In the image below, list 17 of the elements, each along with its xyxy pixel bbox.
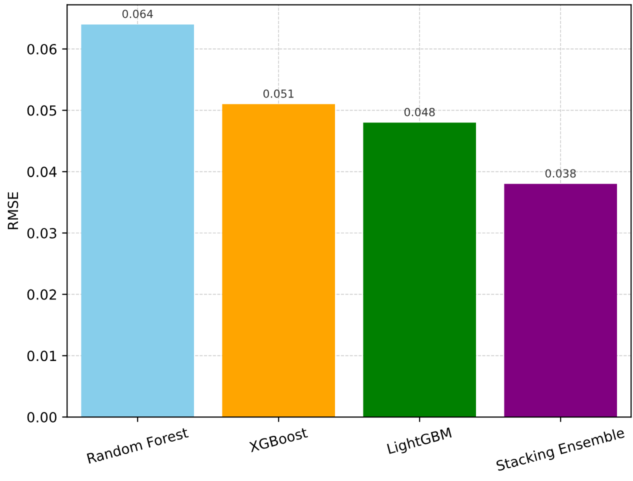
y-tick-label: 0.05: [27, 105, 56, 116]
bar: [504, 184, 617, 418]
data-label: 0.051: [263, 89, 294, 98]
y-tick-label: 0.02: [27, 289, 56, 300]
y-tick-label: 0.06: [27, 44, 56, 54]
x-tick-label: Random Forest: [86, 426, 189, 464]
y-axis-title: RMSE: [8, 192, 18, 230]
bar: [363, 122, 476, 418]
y-tick-label: 0.04: [27, 166, 57, 178]
data-label: 0.064: [122, 10, 153, 18]
y-tick-label: 0.01: [27, 350, 56, 362]
data-label: 0.048: [404, 108, 435, 116]
bar: [222, 104, 335, 418]
bar: [81, 24, 194, 418]
y-tick-label: 0.00: [27, 412, 56, 422]
y-tick-label: 0.03: [27, 228, 56, 238]
data-label: 0.038: [545, 169, 576, 178]
